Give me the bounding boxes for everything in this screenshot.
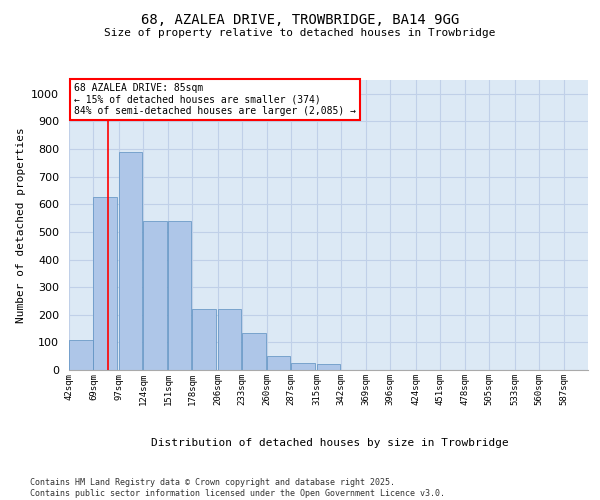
Bar (218, 309, 241, 370)
Bar (267, 356, 290, 370)
Y-axis label: Number of detached properties: Number of detached properties (16, 127, 26, 323)
Bar (193, 309, 216, 370)
Bar (168, 221, 191, 370)
Bar (242, 332, 266, 370)
Bar (317, 364, 340, 370)
Text: Contains HM Land Registry data © Crown copyright and database right 2025.
Contai: Contains HM Land Registry data © Crown c… (30, 478, 445, 498)
Bar (291, 363, 315, 370)
Text: Distribution of detached houses by size in Trowbridge: Distribution of detached houses by size … (151, 438, 509, 448)
Text: Size of property relative to detached houses in Trowbridge: Size of property relative to detached ho… (104, 28, 496, 38)
Bar (143, 221, 167, 370)
Bar (69, 340, 92, 370)
Text: 68 AZALEA DRIVE: 85sqm
← 15% of detached houses are smaller (374)
84% of semi-de: 68 AZALEA DRIVE: 85sqm ← 15% of detached… (74, 83, 356, 116)
Bar (94, 198, 117, 370)
Text: 68, AZALEA DRIVE, TROWBRIDGE, BA14 9GG: 68, AZALEA DRIVE, TROWBRIDGE, BA14 9GG (141, 12, 459, 26)
Bar (119, 152, 142, 370)
